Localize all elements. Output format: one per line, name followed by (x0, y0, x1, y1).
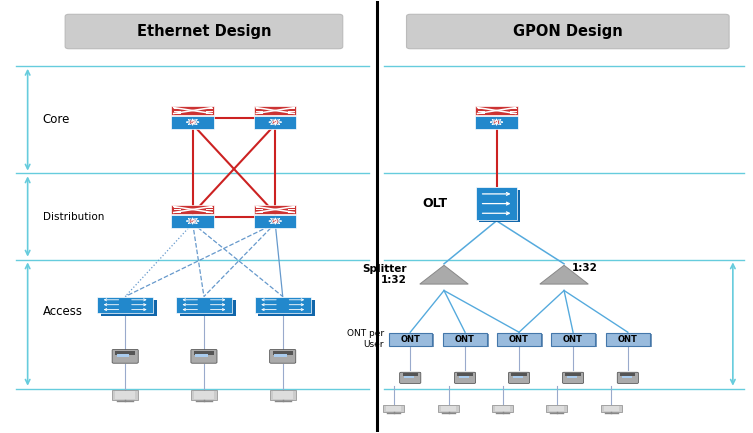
FancyBboxPatch shape (191, 349, 217, 363)
FancyBboxPatch shape (172, 205, 214, 214)
FancyBboxPatch shape (566, 373, 581, 376)
FancyBboxPatch shape (492, 404, 513, 412)
FancyBboxPatch shape (115, 391, 136, 399)
FancyBboxPatch shape (391, 334, 434, 347)
FancyBboxPatch shape (179, 300, 236, 316)
FancyBboxPatch shape (404, 376, 414, 378)
FancyBboxPatch shape (479, 190, 520, 222)
Circle shape (273, 121, 278, 123)
Text: ONT: ONT (563, 335, 583, 344)
FancyBboxPatch shape (172, 116, 214, 129)
FancyBboxPatch shape (117, 354, 130, 357)
FancyBboxPatch shape (386, 406, 401, 411)
FancyBboxPatch shape (383, 404, 404, 412)
Text: ONT: ONT (509, 335, 529, 344)
FancyBboxPatch shape (112, 390, 139, 400)
Text: GPON Design: GPON Design (513, 24, 623, 39)
Circle shape (190, 220, 195, 223)
FancyBboxPatch shape (553, 334, 597, 347)
Text: Splitter
1:32: Splitter 1:32 (362, 264, 407, 285)
Text: Core: Core (43, 113, 70, 126)
FancyBboxPatch shape (270, 349, 296, 363)
FancyBboxPatch shape (195, 354, 208, 357)
FancyBboxPatch shape (475, 106, 518, 115)
FancyBboxPatch shape (254, 116, 297, 129)
FancyBboxPatch shape (258, 300, 315, 316)
FancyBboxPatch shape (617, 372, 639, 384)
Text: OLT: OLT (422, 197, 448, 210)
FancyBboxPatch shape (172, 106, 214, 115)
Text: Si: Si (273, 219, 278, 223)
FancyBboxPatch shape (455, 372, 476, 384)
FancyBboxPatch shape (115, 351, 136, 355)
FancyBboxPatch shape (172, 214, 214, 227)
Text: 1:32: 1:32 (572, 263, 597, 273)
FancyBboxPatch shape (458, 373, 473, 376)
FancyBboxPatch shape (274, 354, 287, 357)
FancyBboxPatch shape (441, 406, 456, 411)
FancyBboxPatch shape (446, 334, 489, 347)
FancyBboxPatch shape (622, 376, 632, 378)
FancyBboxPatch shape (567, 376, 577, 378)
Text: Si: Si (273, 120, 278, 125)
Text: Ethernet Design: Ethernet Design (137, 24, 271, 39)
FancyBboxPatch shape (112, 349, 139, 363)
FancyBboxPatch shape (403, 373, 418, 376)
FancyBboxPatch shape (389, 333, 432, 346)
Circle shape (494, 121, 499, 123)
FancyBboxPatch shape (499, 334, 543, 347)
Text: Si: Si (494, 120, 499, 125)
Text: ONT: ONT (455, 335, 475, 344)
FancyBboxPatch shape (475, 116, 518, 129)
FancyBboxPatch shape (562, 372, 584, 384)
FancyBboxPatch shape (551, 333, 595, 346)
FancyBboxPatch shape (273, 351, 293, 355)
FancyBboxPatch shape (508, 372, 529, 384)
FancyBboxPatch shape (620, 373, 636, 376)
FancyBboxPatch shape (97, 297, 154, 313)
Text: Access: Access (43, 305, 83, 318)
Polygon shape (419, 265, 468, 284)
Circle shape (190, 121, 195, 123)
FancyBboxPatch shape (604, 406, 619, 411)
FancyBboxPatch shape (601, 404, 622, 412)
FancyBboxPatch shape (400, 372, 421, 384)
FancyBboxPatch shape (608, 334, 652, 347)
FancyBboxPatch shape (546, 404, 567, 412)
FancyBboxPatch shape (407, 14, 729, 49)
FancyBboxPatch shape (511, 373, 526, 376)
FancyBboxPatch shape (194, 391, 214, 399)
FancyBboxPatch shape (254, 214, 297, 227)
FancyBboxPatch shape (476, 187, 517, 220)
Polygon shape (540, 265, 588, 284)
FancyBboxPatch shape (255, 297, 311, 313)
Text: ONT per
User: ONT per User (347, 330, 384, 349)
FancyBboxPatch shape (270, 390, 296, 400)
Text: Si: Si (191, 120, 195, 125)
FancyBboxPatch shape (459, 376, 469, 378)
FancyBboxPatch shape (191, 390, 217, 400)
Text: Si: Si (191, 219, 195, 223)
Text: Distribution: Distribution (43, 211, 104, 222)
Text: ONT: ONT (401, 335, 420, 344)
Circle shape (273, 220, 278, 223)
FancyBboxPatch shape (101, 300, 157, 316)
FancyBboxPatch shape (513, 376, 523, 378)
FancyBboxPatch shape (254, 205, 297, 214)
FancyBboxPatch shape (194, 351, 214, 355)
FancyBboxPatch shape (66, 14, 343, 49)
FancyBboxPatch shape (444, 333, 486, 346)
FancyBboxPatch shape (549, 406, 564, 411)
FancyBboxPatch shape (606, 333, 650, 346)
FancyBboxPatch shape (497, 333, 541, 346)
FancyBboxPatch shape (175, 297, 232, 313)
FancyBboxPatch shape (438, 404, 459, 412)
FancyBboxPatch shape (495, 406, 510, 411)
Text: ONT: ONT (618, 335, 638, 344)
FancyBboxPatch shape (273, 391, 293, 399)
FancyBboxPatch shape (254, 106, 297, 115)
